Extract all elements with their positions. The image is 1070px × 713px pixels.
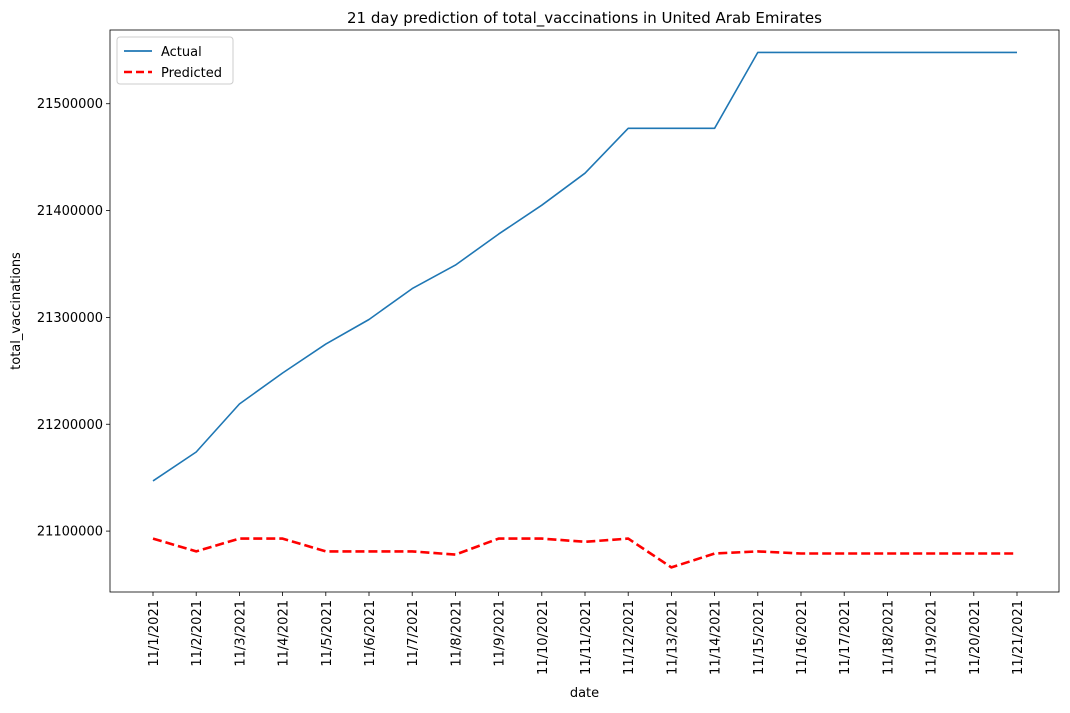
x-tick-label: 11/7/2021 xyxy=(406,600,421,667)
x-tick-label: 11/15/2021 xyxy=(752,600,767,675)
x-tick-label: 11/10/2021 xyxy=(536,600,551,675)
x-tick-label: 11/4/2021 xyxy=(277,600,292,667)
y-axis: 21100000 21200000 21300000 21400000 21500000 xyxy=(37,97,110,540)
x-tick-label: 11/14/2021 xyxy=(709,600,724,675)
x-tick-label: 11/20/2021 xyxy=(968,600,983,675)
x-tick-label: 11/1/2021 xyxy=(147,600,162,667)
x-tick-label: 11/8/2021 xyxy=(449,600,464,667)
legend: Actual Predicted xyxy=(116,36,234,85)
x-tick-label: 11/5/2021 xyxy=(320,600,335,667)
x-tick-label: 11/13/2021 xyxy=(665,600,680,675)
x-axis-label: date xyxy=(570,686,599,701)
y-tick-label: 21300000 xyxy=(37,311,103,326)
x-tick-label: 11/17/2021 xyxy=(838,600,853,675)
x-tick-label: 11/16/2021 xyxy=(795,600,810,675)
x-tick-label: 11/6/2021 xyxy=(363,600,378,667)
x-tick-label: 11/2/2021 xyxy=(190,600,205,667)
series-line-predicted xyxy=(152,537,1017,569)
axes-frame xyxy=(109,29,1060,593)
y-tick-label: 21500000 xyxy=(37,97,103,112)
x-tick-label: 11/18/2021 xyxy=(881,600,896,675)
legend-label-actual: Actual xyxy=(161,45,202,60)
y-axis-label: total_vaccinations xyxy=(9,252,24,370)
x-tick-label: 11/21/2021 xyxy=(1011,600,1026,675)
legend-label-predicted: Predicted xyxy=(161,66,222,81)
y-tick-label: 21100000 xyxy=(37,525,103,540)
series-line-actual xyxy=(152,51,1017,482)
x-tick-label: 11/11/2021 xyxy=(579,600,594,675)
x-tick-label: 11/12/2021 xyxy=(622,600,637,675)
x-tick-label: 11/19/2021 xyxy=(925,600,940,675)
y-tick-label: 21200000 xyxy=(37,418,103,433)
plot-area xyxy=(152,51,1017,569)
chart-title: 21 day prediction of total_vaccinations … xyxy=(347,9,822,28)
x-tick-label: 11/9/2021 xyxy=(493,600,508,667)
x-tick-label: 11/3/2021 xyxy=(233,600,248,667)
y-tick-label: 21400000 xyxy=(37,204,103,219)
legend-frame xyxy=(116,36,234,85)
x-axis: 11/1/2021 11/2/2021 11/3/2021 11/4/2021 11/5… xyxy=(147,592,1026,675)
